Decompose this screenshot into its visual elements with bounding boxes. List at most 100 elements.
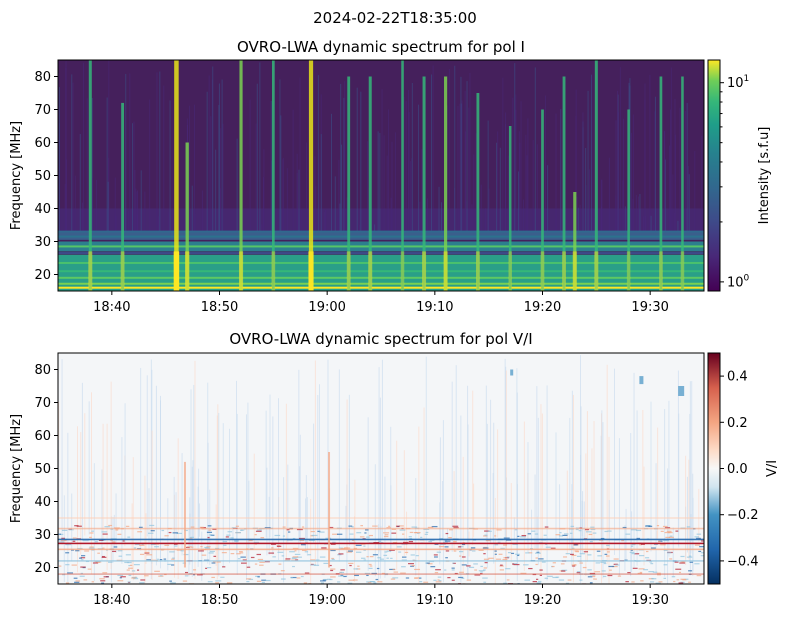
heatmap-band-line bbox=[58, 527, 704, 530]
heatmap-texture bbox=[378, 524, 380, 583]
heatmap-speckle bbox=[302, 549, 307, 552]
heatmap-speckle bbox=[648, 525, 653, 527]
heatmap-speckle bbox=[292, 556, 299, 558]
heatmap-speckle bbox=[239, 551, 243, 553]
heatmap-speckle bbox=[182, 580, 188, 582]
heatmap-texture bbox=[643, 466, 645, 566]
heatmap-texture bbox=[687, 165, 689, 232]
heatmap-speckle bbox=[168, 531, 172, 534]
heatmap-texture bbox=[194, 213, 196, 232]
heatmap-texture bbox=[571, 390, 573, 550]
heatmap-texture bbox=[650, 215, 652, 232]
heatmap-texture bbox=[310, 499, 312, 584]
heatmap-speckle bbox=[634, 553, 640, 555]
heatmap-speckle bbox=[278, 563, 282, 565]
heatmap-speckle bbox=[503, 544, 508, 546]
heatmap-speckle bbox=[425, 562, 428, 564]
heatmap-speckle bbox=[259, 564, 264, 566]
heatmap-speckle bbox=[502, 558, 508, 561]
heatmap-texture bbox=[193, 384, 195, 537]
heatmap-texture bbox=[206, 91, 208, 232]
heatmap-speckle bbox=[99, 578, 105, 580]
heatmap-texture bbox=[327, 359, 329, 544]
heatmap-texture bbox=[340, 144, 342, 232]
heatmap-texture bbox=[615, 195, 617, 232]
heatmap-speckle bbox=[383, 535, 389, 538]
heatmap-texture bbox=[218, 412, 220, 577]
heatmap-texture bbox=[587, 90, 589, 232]
heatmap-burst-core bbox=[659, 251, 663, 291]
heatmap-texture bbox=[248, 480, 250, 567]
heatmap-texture bbox=[340, 83, 342, 232]
heatmap-speckle bbox=[265, 579, 271, 582]
heatmap-texture bbox=[114, 177, 116, 232]
heatmap-texture bbox=[81, 202, 83, 232]
heatmap-speckle bbox=[172, 532, 179, 534]
heatmap-texture bbox=[145, 513, 147, 564]
heatmap-speckle bbox=[101, 531, 108, 533]
heatmap-speckle bbox=[148, 532, 154, 534]
heatmap-texture bbox=[689, 413, 691, 562]
panel-2-title: OVRO-LWA dynamic spectrum for pol V/I bbox=[229, 330, 532, 348]
y-axis-1: 20 30 40 50 60 70 80 bbox=[34, 70, 58, 283]
heatmap-speckle bbox=[246, 580, 250, 583]
heatmap-speckle bbox=[600, 537, 605, 540]
heatmap-texture bbox=[624, 525, 626, 571]
heatmap-texture bbox=[158, 216, 160, 232]
heatmap-speckle bbox=[410, 565, 414, 567]
heatmap-speckle bbox=[569, 532, 573, 534]
heatmap-speckle bbox=[190, 526, 195, 528]
heatmap-band-line bbox=[58, 548, 704, 551]
y-tick-label: 40 bbox=[34, 495, 51, 510]
heatmap-speckle bbox=[329, 526, 334, 529]
heatmap-texture bbox=[356, 87, 358, 232]
heatmap-texture bbox=[374, 464, 376, 577]
heatmap-texture bbox=[265, 410, 267, 538]
heatmap-speckle bbox=[574, 550, 579, 552]
heatmap-speckle bbox=[561, 569, 568, 571]
heatmap-speckle bbox=[190, 546, 194, 548]
heatmap-texture bbox=[313, 423, 315, 543]
heatmap-speckle bbox=[292, 537, 296, 540]
heatmap-speckle bbox=[72, 537, 77, 539]
heatmap-speckle bbox=[650, 563, 654, 565]
heatmap-speckle bbox=[80, 566, 86, 568]
heatmap-texture bbox=[169, 100, 171, 232]
heatmap-burst bbox=[659, 76, 663, 291]
heatmap-texture bbox=[207, 442, 209, 548]
heatmap-speckle bbox=[665, 536, 671, 538]
heatmap-speckle bbox=[59, 541, 65, 543]
heatmap-band-line bbox=[58, 235, 704, 238]
heatmap-texture bbox=[106, 423, 108, 571]
heatmap-burst bbox=[347, 76, 351, 291]
heatmap-speckle bbox=[606, 544, 610, 547]
heatmap-speckle bbox=[500, 547, 505, 549]
heatmap-speckle bbox=[625, 533, 631, 535]
heatmap-speckle bbox=[433, 579, 437, 581]
heatmap-speckle bbox=[395, 525, 400, 527]
heatmap-speckle bbox=[129, 564, 133, 566]
heatmap-speckle bbox=[221, 552, 227, 554]
heatmap-speckle bbox=[290, 577, 293, 579]
heatmap-texture bbox=[229, 428, 231, 564]
heatmap-speckle bbox=[458, 546, 464, 548]
heatmap-speckle bbox=[595, 562, 601, 564]
heatmap-texture bbox=[279, 79, 281, 232]
heatmap-texture bbox=[441, 480, 443, 540]
heatmap-speckle bbox=[285, 558, 291, 560]
heatmap-speckle bbox=[209, 550, 215, 553]
heatmap-texture bbox=[591, 448, 593, 542]
heatmap-texture bbox=[590, 74, 592, 232]
heatmap-speckle bbox=[459, 571, 464, 573]
heatmap-speckle bbox=[538, 580, 542, 583]
heatmap-speckle bbox=[531, 530, 536, 532]
heatmap-speckle bbox=[592, 575, 596, 578]
heatmap-patch bbox=[510, 369, 514, 376]
heatmap-speckle bbox=[487, 530, 492, 532]
heatmap-texture bbox=[406, 511, 408, 556]
heatmap-speckle bbox=[565, 582, 570, 584]
x-axis-2: 18:40 18:50 19:00 19:10 19:20 19:30 bbox=[93, 584, 669, 608]
heatmap-speckle bbox=[60, 540, 67, 542]
heatmap-speckle bbox=[452, 562, 455, 564]
heatmap-speckle bbox=[366, 556, 369, 558]
